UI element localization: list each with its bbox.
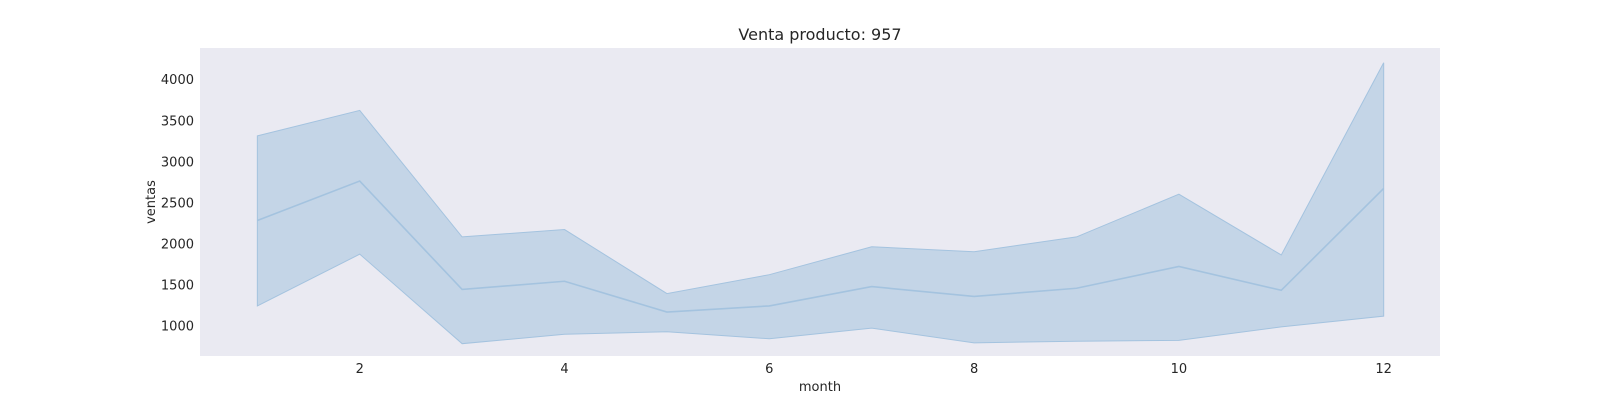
line-layer — [257, 180, 1385, 313]
x-tick-label: 6 — [765, 362, 773, 377]
y-tick-label: 3500 — [161, 114, 194, 129]
y-tick-label: 2500 — [161, 196, 194, 211]
confidence-band — [256, 62, 1385, 345]
x-tick-label: 2 — [356, 362, 364, 377]
chart-title: Venta producto: 957 — [738, 25, 901, 44]
y-tick-label: 2000 — [161, 237, 194, 252]
x-tick-label: 4 — [560, 362, 568, 377]
y-tick-label: 1500 — [161, 279, 194, 294]
x-tick-label: 12 — [1375, 362, 1392, 377]
confidence-band-layer — [256, 62, 1385, 345]
x-tick-label: 10 — [1171, 362, 1188, 377]
y-tick-label: 4000 — [161, 73, 194, 88]
x-tick-label: 8 — [970, 362, 978, 377]
y-tick-label: 3000 — [161, 155, 194, 170]
series-line — [257, 180, 1385, 313]
y-tick-label: 1000 — [161, 320, 194, 335]
x-tick-labels: 2 4 6 8 10 12 — [356, 362, 1392, 377]
y-tick-labels: 1000 1500 2000 2500 3000 3500 4000 — [161, 73, 194, 334]
x-axis-label: month — [799, 380, 841, 395]
y-axis-label: ventas — [144, 180, 159, 224]
